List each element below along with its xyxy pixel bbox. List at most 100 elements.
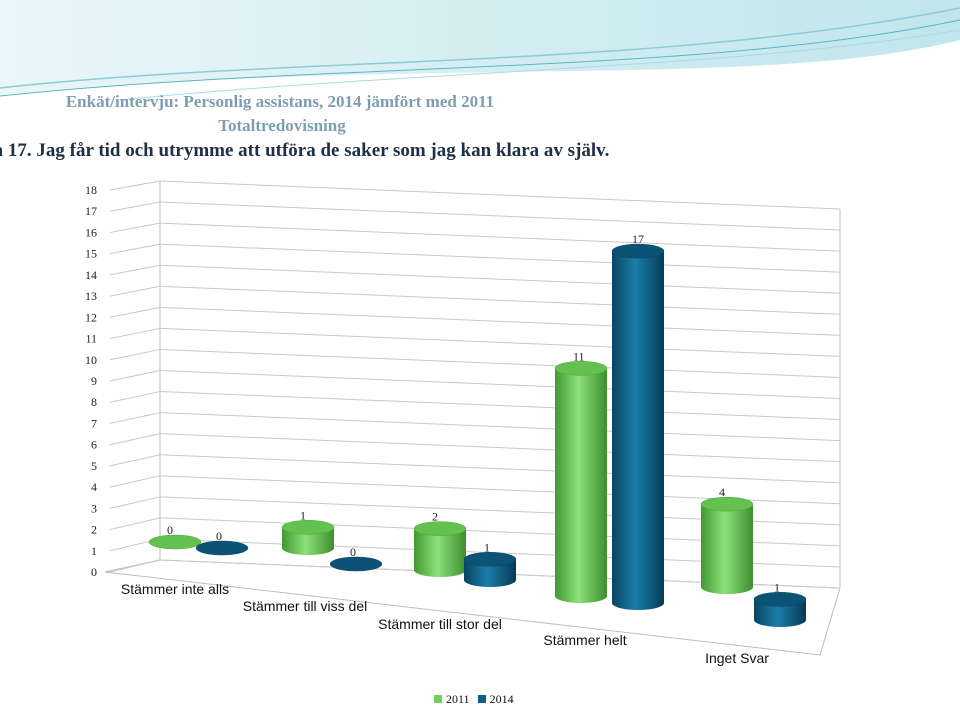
y-tick-label: 2 xyxy=(91,523,97,537)
data-label: 1 xyxy=(484,540,490,554)
gridline xyxy=(159,412,841,442)
y-tick-label: 17 xyxy=(85,204,97,218)
bar-2011-4: 4 xyxy=(700,485,754,594)
header-wave-decoration xyxy=(0,0,960,101)
gridline-side xyxy=(109,454,161,467)
gridline-side xyxy=(109,475,161,488)
data-label: 11 xyxy=(573,349,585,363)
bar-body xyxy=(464,559,516,587)
bar-body xyxy=(701,504,753,594)
gridline xyxy=(159,222,841,252)
data-label: 0 xyxy=(167,523,173,537)
data-label: 0 xyxy=(350,545,356,559)
bar-top xyxy=(281,520,335,535)
y-tick-label: 0 xyxy=(91,565,97,579)
y-tick-label: 3 xyxy=(91,501,97,515)
bar-body xyxy=(612,251,664,610)
gridline xyxy=(159,370,841,399)
gridline-side xyxy=(109,348,161,361)
bar-2014-0: 0 xyxy=(195,529,249,556)
y-tick-label: 5 xyxy=(91,459,97,473)
gridline-side xyxy=(109,517,161,531)
y-tick-label: 8 xyxy=(91,395,97,409)
bar-top xyxy=(554,361,608,376)
gridline-side xyxy=(109,222,161,233)
gridline-side xyxy=(109,496,161,509)
legend-label-2011: 2011 xyxy=(446,692,470,706)
bar-body xyxy=(555,368,607,603)
chart-legend: 2011 2014 xyxy=(434,692,514,707)
bar-top xyxy=(700,496,754,512)
gridline-side xyxy=(109,327,161,340)
bar-top xyxy=(611,243,665,259)
x-category-label: Stämmer helt xyxy=(543,632,626,648)
bar-2011-1: 1 xyxy=(281,508,335,555)
bar-2014-2: 1 xyxy=(463,540,517,587)
y-tick-label: 1 xyxy=(91,544,97,558)
data-label: 1 xyxy=(300,508,306,522)
y-tick-label: 11 xyxy=(85,332,97,346)
chart-grid xyxy=(104,180,841,656)
y-tick-label: 12 xyxy=(85,310,97,324)
bar-top xyxy=(195,540,249,556)
y-tick-label: 16 xyxy=(85,225,97,239)
gridline-side xyxy=(109,180,161,191)
y-tick-label: 10 xyxy=(85,353,97,367)
gridline-side xyxy=(109,370,161,382)
bar-2014-4: 1 xyxy=(753,580,807,627)
legend-item-2011: 2011 xyxy=(434,692,470,707)
x-category-label: Stämmer inte alls xyxy=(121,581,229,597)
data-label: 0 xyxy=(216,529,222,543)
bar-top xyxy=(463,552,517,567)
gridline-side xyxy=(109,285,161,297)
gridline xyxy=(159,201,841,231)
bar-top xyxy=(329,556,383,572)
chart-title-question: Fråga 17. Jag får tid och utrymme att ut… xyxy=(0,140,610,161)
legend-swatch-2014 xyxy=(477,695,486,703)
gridline xyxy=(159,433,841,463)
x-category-label: Stämmer till viss del xyxy=(243,598,367,614)
legend-swatch-2011 xyxy=(434,695,442,703)
y-tick-label: 15 xyxy=(85,247,97,261)
legend-item-2014: 2014 xyxy=(477,692,514,707)
gridline xyxy=(159,285,841,315)
bar-2014-1: 0 xyxy=(329,545,383,572)
data-label: 1 xyxy=(774,580,780,594)
x-axis-categories: Stämmer inte alls Stämmer till viss del St… xyxy=(121,581,769,666)
bar-2011-3: 11 xyxy=(554,349,608,603)
bar-2014-3: 17 xyxy=(611,232,665,610)
gridline-side xyxy=(109,243,161,255)
gridline-side xyxy=(109,264,161,276)
chart-title-survey: Enkät/intervju: Personlig assistans, 201… xyxy=(65,92,495,111)
x-category-label: Inget Svar xyxy=(705,650,769,666)
gridline xyxy=(159,306,841,336)
chart-title-subtitle: Totaltredovisning xyxy=(218,116,346,135)
gridline xyxy=(159,180,841,210)
gridline xyxy=(159,454,841,484)
data-label: 4 xyxy=(719,485,725,499)
gridline-side xyxy=(109,306,161,318)
y-tick-label: 14 xyxy=(85,268,97,282)
bar-2011-0: 0 xyxy=(148,523,202,550)
bar-2011-2: 2 xyxy=(413,510,467,577)
gridline xyxy=(159,348,841,378)
gridline xyxy=(159,391,841,421)
bar-top xyxy=(753,592,807,607)
bar-body xyxy=(282,527,334,555)
y-tick-label: 6 xyxy=(91,438,97,452)
legend-label-2014: 2014 xyxy=(489,692,514,706)
bar-top xyxy=(148,534,202,550)
y-tick-label: 4 xyxy=(91,480,97,494)
y-tick-label: 18 xyxy=(85,183,97,197)
gridline xyxy=(159,327,841,357)
bar-top xyxy=(413,521,467,536)
gridline-side xyxy=(109,391,161,403)
gridline-side xyxy=(109,559,161,573)
data-label: 17 xyxy=(632,232,644,246)
gridline xyxy=(159,243,841,273)
gridline xyxy=(159,264,841,294)
gridline-side xyxy=(109,433,161,446)
